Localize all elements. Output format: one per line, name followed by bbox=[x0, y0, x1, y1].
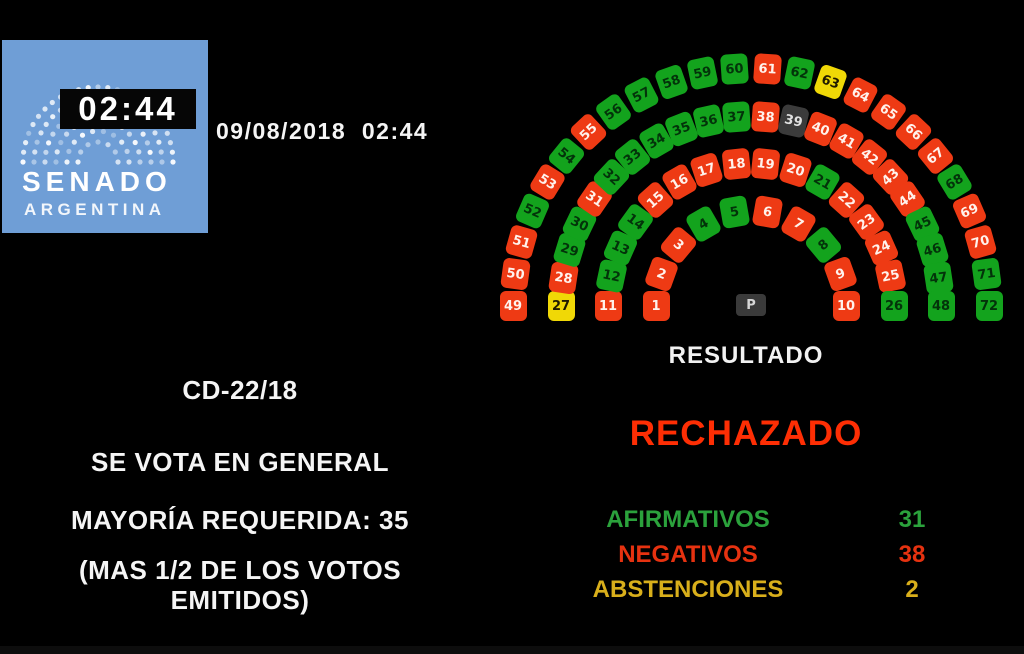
seat-58: 58 bbox=[653, 63, 690, 101]
tally-value-abstenciones: 2 bbox=[905, 576, 919, 603]
seat-25: 25 bbox=[874, 258, 908, 294]
tally-label-negativos: NEGATIVOS bbox=[618, 541, 758, 568]
tally-value-negativos: 38 bbox=[898, 541, 926, 568]
ballot-note-line1: (MAS 1/2 DE LOS VOTOS bbox=[78, 555, 402, 585]
tally-row-negativos: NEGATIVOS 38 bbox=[520, 541, 990, 576]
seat-57: 57 bbox=[622, 75, 661, 115]
seat-11: 11 bbox=[594, 291, 622, 321]
bottom-edge-strip bbox=[0, 646, 1024, 654]
seat-48: 48 bbox=[927, 291, 955, 321]
seat-49: 49 bbox=[499, 291, 527, 321]
tally-label-afirmativos: AFIRMATIVOS bbox=[606, 506, 770, 533]
tally-label-abstenciones: ABSTENCIONES bbox=[592, 576, 784, 603]
ballot-majority: MAYORÍA REQUERIDA: 35 bbox=[71, 505, 409, 535]
seat-18: 18 bbox=[721, 147, 752, 181]
seat-27: 27 bbox=[547, 291, 575, 321]
vote-tally: AFIRMATIVOS 31 NEGATIVOS 38 ABSTENCIONES 2 bbox=[520, 506, 990, 611]
seat-37: 37 bbox=[722, 100, 752, 133]
tally-row-afirmativos: AFIRMATIVOS 31 bbox=[520, 506, 990, 541]
logo-title: SENADO bbox=[22, 166, 172, 197]
seat-1: 1 bbox=[642, 291, 670, 321]
seat-71: 71 bbox=[971, 256, 1003, 291]
logo-subtitle: ARGENTINA bbox=[24, 200, 166, 219]
session-datetime: 09/08/2018 02:44 bbox=[216, 118, 429, 144]
seat-6: 6 bbox=[751, 195, 784, 230]
seat-36: 36 bbox=[692, 103, 726, 139]
ballot-code: CD-22/18 bbox=[182, 375, 298, 405]
result-heading: RESULTADO bbox=[668, 342, 824, 369]
seat-60: 60 bbox=[720, 52, 750, 85]
seat-63: 63 bbox=[812, 63, 849, 101]
seat-70: 70 bbox=[963, 223, 998, 260]
seat-5: 5 bbox=[718, 195, 751, 230]
seat-19: 19 bbox=[750, 147, 781, 181]
seat-72: 72 bbox=[975, 291, 1003, 321]
seat-61: 61 bbox=[752, 52, 782, 85]
tally-row-abstenciones: ABSTENCIONES 2 bbox=[520, 576, 990, 611]
hemicycle-dots-decoration bbox=[20, 84, 176, 165]
ballot-note-line2: EMITIDOS) bbox=[170, 585, 310, 615]
seat-47: 47 bbox=[923, 260, 955, 295]
seat-50: 50 bbox=[499, 256, 531, 291]
seat-59: 59 bbox=[686, 55, 719, 91]
session-timer: 02:44 bbox=[60, 89, 196, 129]
seat-26: 26 bbox=[880, 291, 908, 321]
seat-51: 51 bbox=[504, 223, 539, 260]
senado-logo: 02:44 SENADO ARGENTINA bbox=[2, 40, 208, 233]
ballot-motion: SE VOTA EN GENERAL bbox=[91, 447, 389, 477]
session-timer-value: 02:44 bbox=[78, 90, 178, 127]
seat-62: 62 bbox=[783, 55, 816, 91]
seat-38: 38 bbox=[750, 100, 780, 133]
seat-10: 10 bbox=[832, 291, 860, 321]
result-value: RECHAZADO bbox=[629, 414, 863, 453]
president-seat: P bbox=[736, 294, 766, 316]
tally-value-afirmativos: 31 bbox=[898, 506, 926, 533]
